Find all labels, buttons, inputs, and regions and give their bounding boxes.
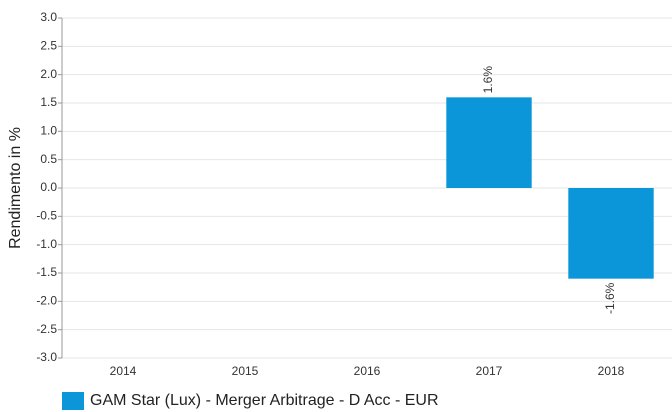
y-tick-label: -1.0	[36, 237, 57, 251]
y-tick-label: 2.0	[40, 67, 57, 81]
y-tick-label: -2.0	[36, 294, 57, 308]
y-tick-label: 0.0	[40, 180, 57, 194]
y-tick-label: 3.0	[40, 10, 57, 24]
y-tick-label: 1.0	[40, 124, 57, 138]
y-tick-label: 1.5	[40, 95, 57, 109]
x-tick-label: 2014	[110, 364, 137, 378]
y-tick-label: -3.0	[36, 350, 57, 364]
bar	[446, 97, 532, 188]
legend-label: GAM Star (Lux) - Merger Arbitrage - D Ac…	[90, 392, 439, 409]
value-label: 1.6%	[481, 66, 495, 94]
x-tick-label: 2016	[354, 364, 381, 378]
value-label: -1.6%	[603, 282, 617, 314]
y-tick-label: -0.5	[36, 209, 57, 223]
bar	[568, 188, 654, 279]
y-tick-label: -2.5	[36, 322, 57, 336]
y-tick-label: 2.5	[40, 39, 57, 53]
y-tick-label: 0.5	[40, 152, 57, 166]
x-tick-label: 2015	[232, 364, 259, 378]
x-tick-label: 2017	[476, 364, 503, 378]
y-axis-label: Rendimento in %	[7, 127, 24, 249]
x-tick-label: 2018	[598, 364, 625, 378]
y-tick-label: -1.5	[36, 265, 57, 279]
legend-swatch	[62, 392, 84, 410]
